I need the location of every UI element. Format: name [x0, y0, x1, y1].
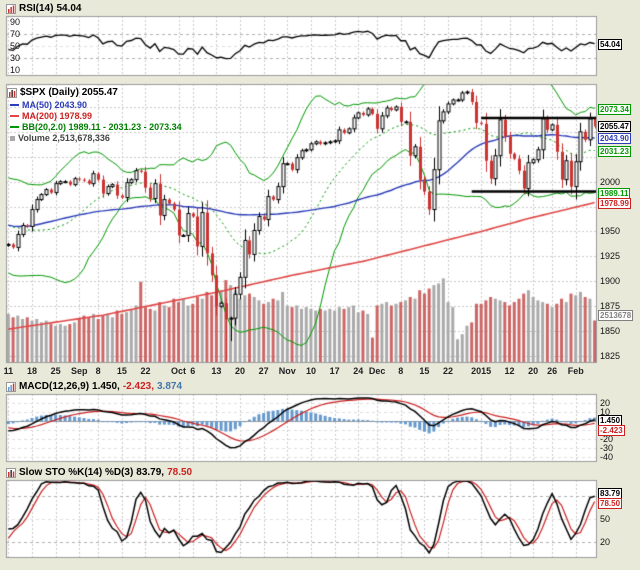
price-title-text: $SPX (Daily) 2055.47: [20, 87, 118, 98]
sto-value-d: 78.50: [167, 467, 193, 478]
macd-value-line: 1.450,: [92, 381, 120, 392]
x-axis-tick: Dec: [368, 366, 386, 376]
x-axis-tick: 24: [353, 366, 364, 376]
legend-bb-text: BB(20,2.0) 1989.11 - 2031.23 - 2073.34: [22, 122, 182, 132]
x-axis-tick: 26: [547, 366, 558, 376]
price-y-tick: 1925: [600, 251, 621, 262]
ma50-swatch: [10, 104, 19, 106]
macd-panel-icon: [6, 381, 16, 392]
x-axis-tick: 8: [95, 366, 101, 376]
sto-panel-label: Slow STO %K(14) %D(3) 83.79, 78.50: [6, 467, 192, 478]
x-axis-tick: 22: [443, 366, 454, 376]
sto-label-text: Slow STO %K(14) %D(3): [19, 467, 134, 478]
x-axis-tick: 2015: [471, 366, 492, 376]
price-y-tick: 1900: [600, 276, 621, 287]
sto-y-tick: 20: [600, 537, 611, 548]
macd-value-signal: -2.423,: [122, 381, 154, 392]
legend-volume: Volume 2,513,678,336: [10, 133, 110, 143]
x-axis-tick: 20: [235, 366, 246, 376]
price-y-tick: 1950: [600, 226, 621, 237]
legend-ma50: MA(50) 2043.90: [10, 100, 87, 110]
x-axis-tick: 11: [3, 366, 14, 376]
rsi-label-text: RSI(14): [19, 3, 54, 14]
rsi-y-tick: 50: [10, 41, 21, 51]
price-y-tick: 1875: [600, 301, 621, 312]
rsi-y-tick: 90: [10, 17, 21, 27]
x-axis-tick: Feb: [567, 366, 584, 376]
legend-ma200: MA(200) 1978.99: [10, 111, 92, 121]
legend-ma50-text: MA(50) 2043.90: [22, 100, 88, 110]
rsi-badge: 54.04: [598, 38, 623, 50]
price-badge: 1978.99: [598, 197, 631, 209]
x-axis-tick: Nov: [278, 366, 296, 376]
price-badge: 2031.23: [598, 145, 631, 157]
rsi-label-value: 54.04: [56, 3, 82, 14]
volume-badge: 2513678: [598, 310, 634, 322]
x-axis-tick: 6: [190, 366, 196, 376]
legend-volume-text: Volume 2,513,678,336: [18, 133, 110, 143]
x-axis-tick: 27: [258, 366, 269, 376]
price-y-tick: 1825: [600, 351, 621, 362]
x-axis-tick: 13: [211, 366, 222, 376]
macd-panel-label: MACD(12,26,9) 1.450, -2.423, 3.874: [6, 381, 182, 392]
sto-y-tick: 50: [600, 514, 611, 524]
macd-badge: -2.423: [598, 424, 625, 436]
price-y-tick: 1850: [600, 326, 621, 337]
volume-swatch: [10, 135, 15, 141]
rsi-panel-icon: [6, 3, 16, 14]
legend-bb: BB(20,2.0) 1989.11 - 2031.23 - 2073.34: [10, 122, 182, 132]
price-badge: 2055.47: [598, 121, 631, 133]
rsi-y-tick: 30: [10, 53, 21, 63]
x-axis-tick: 15: [116, 366, 127, 376]
price-badge: 2043.90: [598, 132, 631, 144]
price-panel-title: $SPX (Daily) 2055.47: [7, 87, 118, 98]
x-axis-tick: 25: [50, 366, 61, 376]
x-axis-tick: 17: [329, 366, 340, 376]
bb-swatch: [10, 126, 19, 128]
x-axis-tick: 10: [305, 366, 316, 376]
macd-y-tick: -30: [600, 443, 614, 454]
macd-label-text: MACD(12,26,9): [19, 381, 90, 392]
ma200-swatch: [10, 115, 19, 117]
price-badge: 2073.34: [598, 103, 631, 115]
price-y-tick: 2000: [600, 176, 621, 187]
x-axis-tick: 12: [504, 366, 515, 376]
x-axis-tick: 15: [419, 366, 430, 376]
rsi-y-tick: 70: [10, 29, 21, 39]
x-axis-tick: 22: [140, 366, 151, 376]
macd-value-hist: 3.874: [156, 381, 183, 392]
x-axis-tick: Sep: [71, 366, 88, 376]
sto-value-k: 83.79,: [136, 467, 165, 478]
macd-y-tick: 20: [600, 398, 611, 409]
x-axis-tick: 18: [26, 366, 37, 376]
x-axis-tick: 20: [528, 366, 539, 376]
x-axis-tick: 8: [398, 366, 404, 376]
sto-badge: 78.50: [598, 497, 623, 509]
macd-y-tick: 10: [600, 407, 611, 418]
macd-y-tick: -20: [600, 434, 614, 445]
macd-y-tick: -40: [600, 452, 614, 463]
price-panel-icon: [7, 87, 17, 98]
sto-panel-icon: [6, 467, 16, 478]
x-axis-tick: Oct: [171, 366, 187, 376]
legend-ma200-text: MA(200) 1978.99: [22, 111, 93, 121]
rsi-panel-label: RSI(14) 54.04: [6, 3, 81, 14]
rsi-y-tick: 10: [10, 65, 21, 75]
